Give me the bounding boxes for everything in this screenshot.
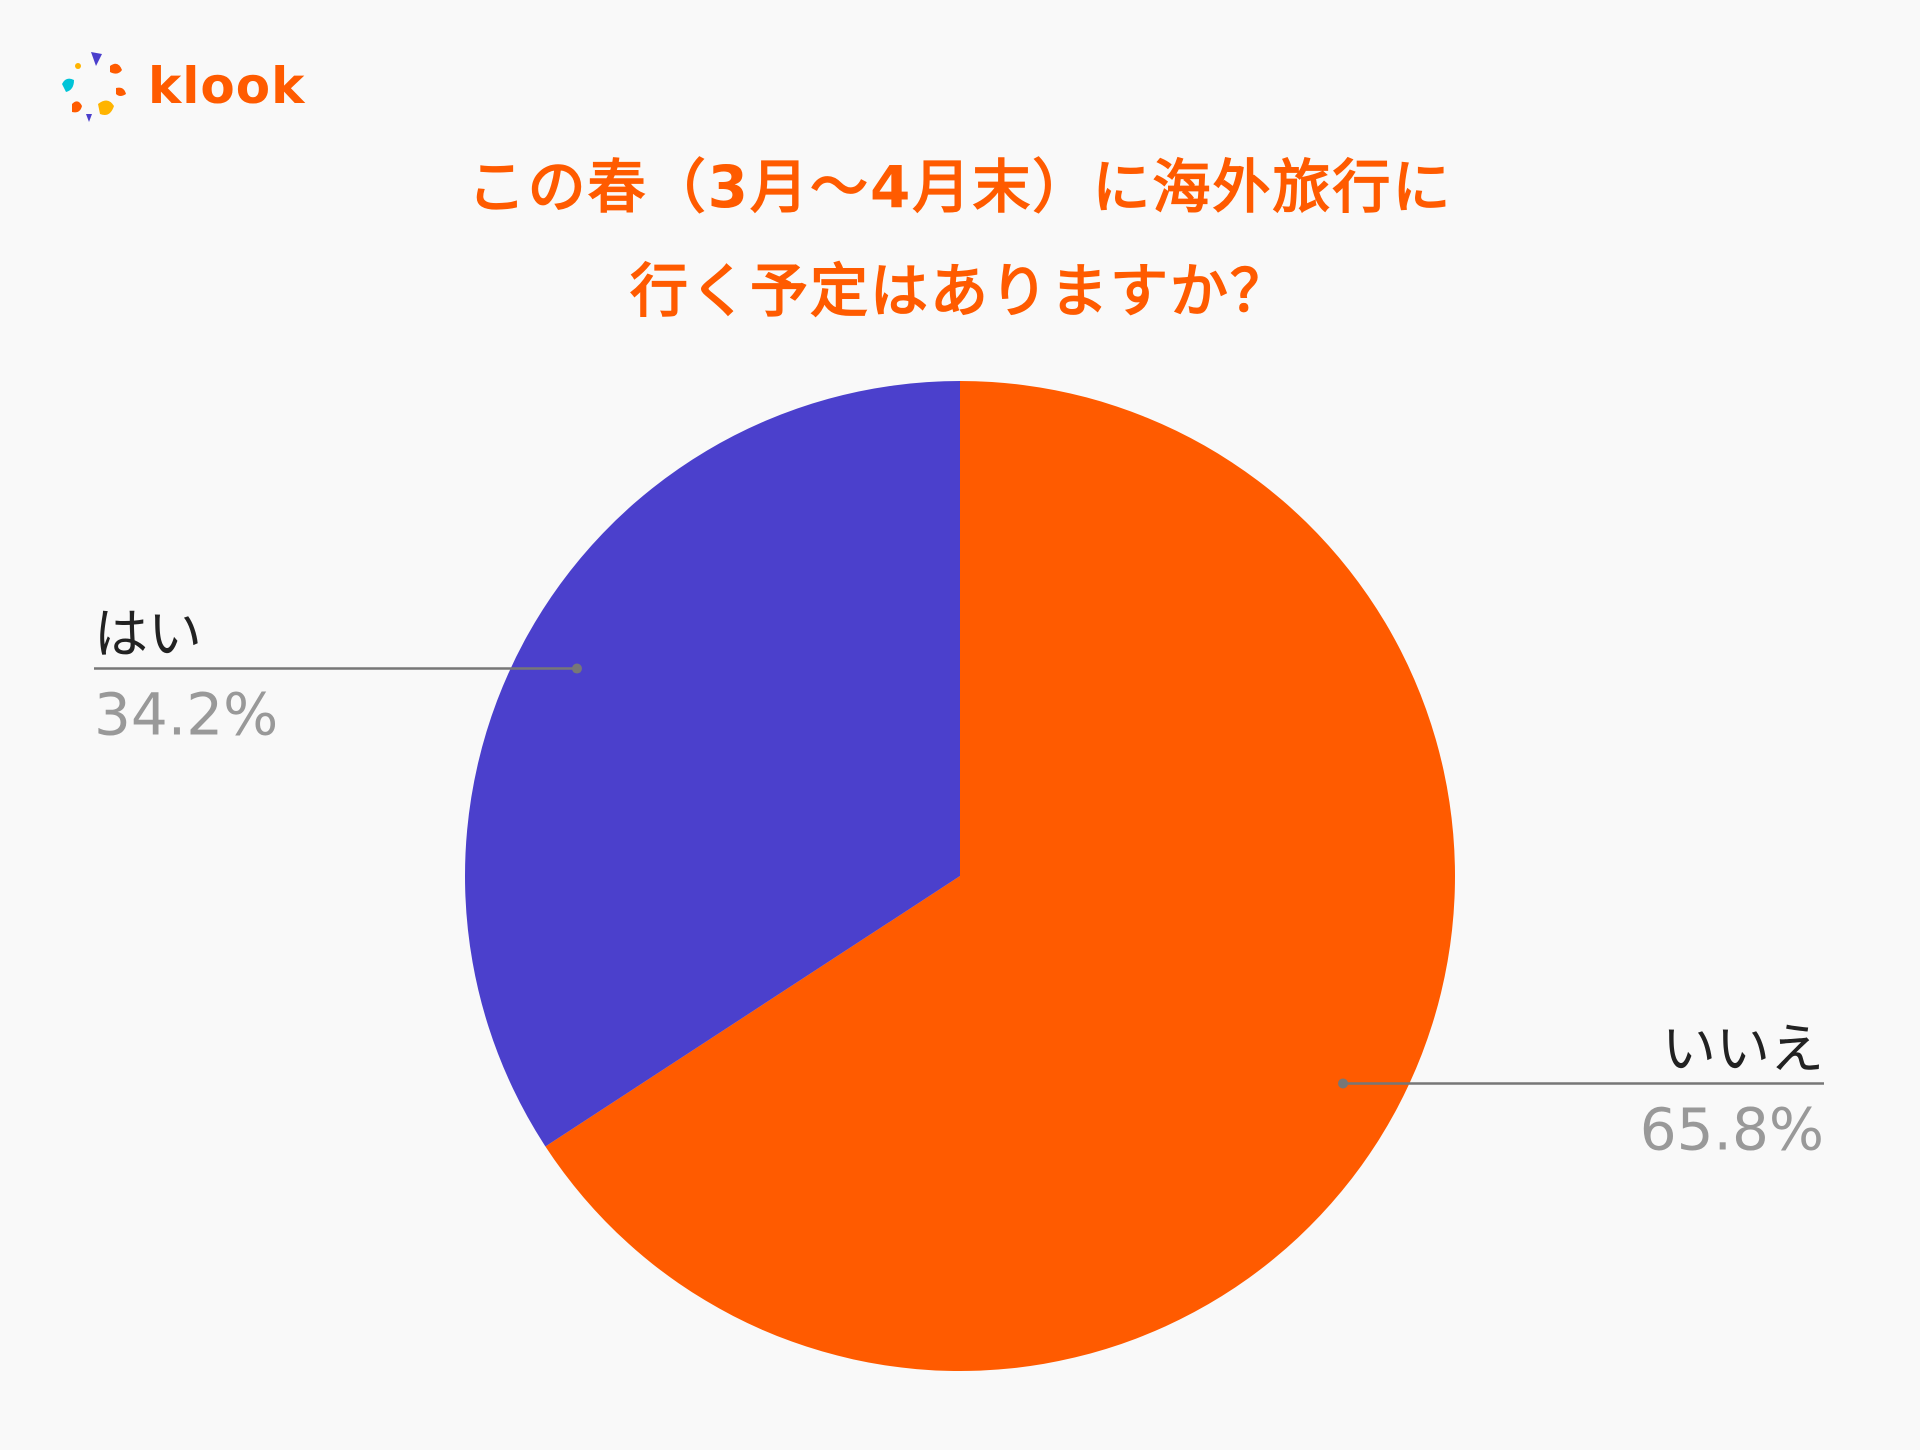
slice-value: 65.8% bbox=[1640, 1095, 1824, 1163]
pie-slice-2 bbox=[465, 381, 960, 1147]
chart-title-line-1: この春（3月〜4月末）に海外旅行に bbox=[467, 153, 1453, 221]
slice-label-group-1: いいえ 65.8% bbox=[1338, 1017, 1824, 1163]
slice-label: はい bbox=[94, 603, 202, 666]
chart-title-line-2: 行く予定はありますか？ bbox=[629, 257, 1290, 325]
slice-value: 34.2% bbox=[94, 681, 278, 749]
slice-label-group-2: はい 34.2% bbox=[94, 603, 582, 749]
leader-dot bbox=[571, 663, 582, 674]
leader-dot bbox=[1338, 1078, 1349, 1089]
klook-logo: klook bbox=[58, 48, 305, 124]
slice-label: いいえ bbox=[1662, 1017, 1824, 1080]
logo-text: klook bbox=[148, 57, 306, 115]
pie-slice-1 bbox=[545, 381, 1456, 1372]
klook-flower-icon bbox=[62, 52, 126, 122]
